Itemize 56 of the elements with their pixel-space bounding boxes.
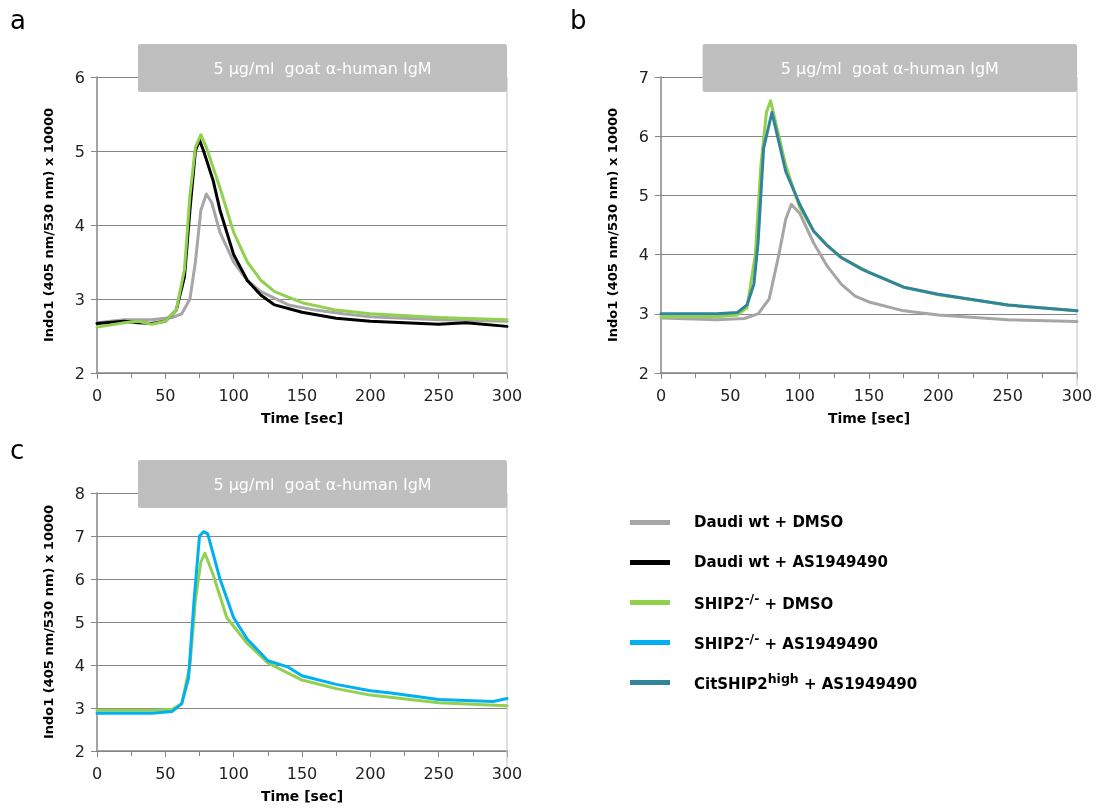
x-tick-label: 300 — [491, 763, 523, 783]
x-tick-label: 50 — [155, 385, 176, 405]
y-tick-label: 7 — [74, 526, 85, 546]
x-axis-title: Time [sec] — [260, 788, 344, 804]
legend-label: Daudi wt + AS1949490 — [694, 553, 888, 571]
chart-title: a — [10, 5, 26, 35]
x-tick-label: 100 — [218, 385, 249, 405]
x-tick-label: 200 — [355, 385, 386, 405]
x-tick-label: 0 — [91, 763, 103, 783]
band-label: 5 µg/ml goat α-human IgM — [780, 58, 999, 78]
x-tick-label: 50 — [155, 763, 176, 783]
y-axis-title: Indo1 (405 nm/530 nm) x 10000 — [41, 504, 56, 740]
y-tick-label: 4 — [74, 655, 85, 675]
band-label: 5 µg/ml goat α-human IgM — [213, 58, 432, 78]
chart-title: b — [570, 5, 587, 35]
x-tick-label: 150 — [286, 385, 318, 405]
y-tick-label: 4 — [74, 215, 85, 235]
x-tick-label: 250 — [992, 385, 1023, 405]
y-tick-label: 5 — [638, 185, 649, 205]
y-tick-label: 2 — [638, 363, 649, 383]
x-tick-label: 50 — [720, 385, 741, 405]
legend-label: SHIP2$^{-/-}$ + AS1949490 — [694, 631, 878, 653]
y-tick-label: 2 — [74, 741, 85, 761]
y-tick-label: 3 — [638, 304, 649, 324]
y-tick-label: 4 — [638, 245, 649, 265]
x-tick-label: 250 — [423, 385, 454, 405]
legend-label: CitSHIP2$^{high}$ + AS1949490 — [694, 671, 918, 693]
x-tick-label: 200 — [923, 385, 954, 405]
y-tick-label: 6 — [74, 569, 85, 589]
x-tick-label: 300 — [491, 385, 523, 405]
x-tick-label: 150 — [853, 385, 885, 405]
y-tick-label: 2 — [74, 363, 85, 383]
y-axis-title: Indo1 (405 nm/530 nm) x 10000 — [41, 107, 56, 343]
y-tick-label: 5 — [74, 612, 85, 632]
y-tick-label: 3 — [74, 698, 85, 718]
x-tick-label: 0 — [655, 385, 667, 405]
x-tick-label: 300 — [1061, 385, 1093, 405]
x-tick-label: 0 — [91, 385, 103, 405]
x-tick-label: 250 — [423, 763, 454, 783]
x-tick-label: 100 — [784, 385, 815, 405]
legend-label: SHIP2$^{-/-}$ + DMSO — [694, 591, 834, 613]
x-axis-title: Time [sec] — [260, 410, 344, 426]
y-axis-title: Indo1 (405 nm/530 nm) x 10000 — [605, 107, 620, 343]
y-tick-label: 7 — [638, 67, 649, 87]
chart-title: c — [10, 435, 25, 465]
legend-label: Daudi wt + DMSO — [694, 513, 844, 531]
x-axis-title: Time [sec] — [827, 410, 911, 426]
y-tick-label: 6 — [74, 67, 85, 87]
y-tick-label: 5 — [74, 141, 85, 161]
y-tick-label: 8 — [74, 483, 85, 503]
y-tick-label: 3 — [74, 289, 85, 309]
x-tick-label: 150 — [286, 763, 318, 783]
y-tick-label: 6 — [638, 126, 649, 146]
band-label: 5 µg/ml goat α-human IgM — [213, 474, 432, 494]
x-tick-label: 200 — [355, 763, 386, 783]
x-tick-label: 100 — [218, 763, 249, 783]
